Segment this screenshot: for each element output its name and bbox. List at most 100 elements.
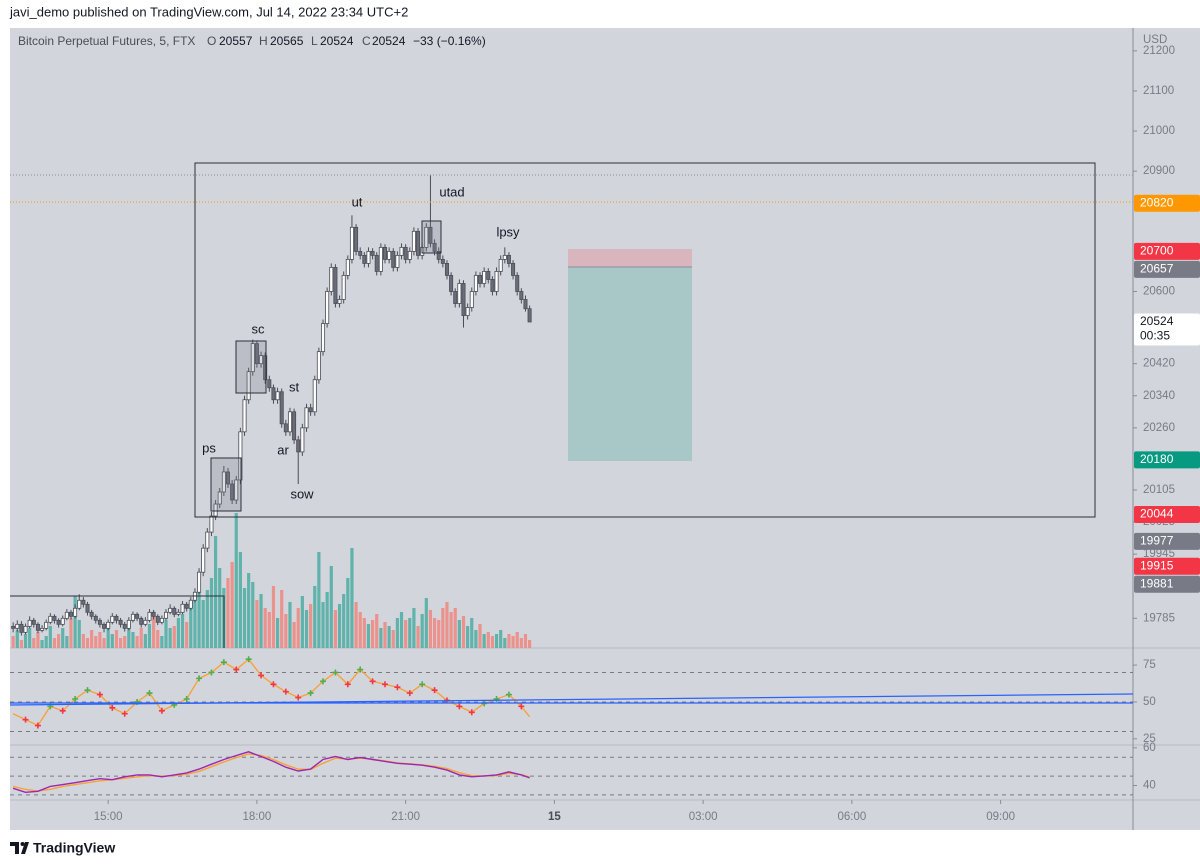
y-tick-label: 50 xyxy=(1143,696,1156,708)
volume-bar xyxy=(180,614,185,648)
candle-body xyxy=(490,279,495,292)
volume-bar xyxy=(168,628,172,648)
volume-bar xyxy=(420,614,424,648)
candle-body xyxy=(494,271,499,292)
volume-bar xyxy=(160,636,164,648)
volume-bar xyxy=(209,578,214,648)
signal-marker xyxy=(96,691,103,698)
signal-marker xyxy=(109,704,116,711)
volume-bar xyxy=(408,618,412,648)
volume-bar xyxy=(321,602,325,648)
y-tick-label: 19945 xyxy=(1143,548,1175,560)
candle-body xyxy=(217,491,222,505)
volume-bar xyxy=(127,622,131,648)
candle-body xyxy=(35,623,40,631)
candle-body xyxy=(118,619,123,625)
candle-body xyxy=(168,607,173,613)
volume-bar xyxy=(528,640,532,648)
price-label xyxy=(1134,313,1200,346)
y-tick-label: 20900 xyxy=(1143,165,1175,177)
volume-bar xyxy=(152,612,156,648)
volume-bar xyxy=(375,614,379,648)
price-label xyxy=(1134,532,1200,550)
candle-body xyxy=(511,263,516,276)
volume-bar xyxy=(461,616,466,648)
signal-marker xyxy=(332,669,339,676)
phase-box xyxy=(235,340,267,394)
price-label-text: 20524 xyxy=(1140,314,1174,328)
volume-bar xyxy=(362,618,366,648)
volume-bar xyxy=(110,634,114,648)
candle-body xyxy=(238,431,243,481)
volume-bar xyxy=(226,578,230,648)
price-label-text: 19915 xyxy=(1140,558,1174,572)
candle-body xyxy=(93,615,98,621)
volume-bar xyxy=(428,610,433,648)
signal-marker xyxy=(344,681,351,688)
volume-bar xyxy=(309,604,313,648)
candle-body xyxy=(73,607,78,617)
brand-icon-dot xyxy=(20,842,25,846)
price-label xyxy=(1134,260,1200,278)
signal-marker xyxy=(22,716,29,723)
volume-bar xyxy=(85,638,90,648)
signal-marker xyxy=(59,707,66,714)
volume-bar xyxy=(139,628,143,648)
volume-bar xyxy=(523,634,528,648)
volume-bar xyxy=(519,638,523,648)
candle-body xyxy=(267,379,272,389)
candle-body xyxy=(176,611,181,615)
axis-layer: 21200 21100 21000 20900 20600 20420 20340 20260… xyxy=(94,45,1200,823)
candle-body xyxy=(478,275,483,284)
candle-body xyxy=(135,613,140,619)
candle-body xyxy=(209,515,214,533)
candle-body xyxy=(349,226,354,260)
volume-bar xyxy=(143,634,147,648)
candle-body xyxy=(110,615,115,623)
signal-marker xyxy=(196,675,203,682)
y-tick-label: 19785 xyxy=(1143,612,1175,624)
candle-body xyxy=(259,355,264,365)
volume-bar xyxy=(470,618,474,648)
candle-body xyxy=(44,621,49,629)
price-label-text: 19881 xyxy=(1140,576,1174,590)
volume-bar xyxy=(234,513,238,648)
annotation: lpsy xyxy=(496,224,520,239)
brand-icon xyxy=(10,842,29,854)
candle-body xyxy=(48,615,53,623)
volume-bar xyxy=(300,596,304,648)
candle-body xyxy=(461,283,466,316)
y-tick-label: 40 xyxy=(1143,780,1156,792)
volume-bar xyxy=(118,638,123,648)
currency: USD xyxy=(1143,34,1167,46)
volume-bar xyxy=(176,618,181,648)
volume-bar xyxy=(73,596,77,648)
annotation: ar xyxy=(277,442,289,457)
candle-body xyxy=(292,411,297,441)
signal-marker xyxy=(419,681,426,688)
candle-body xyxy=(515,275,520,292)
volume-bar xyxy=(238,552,242,648)
candle-body xyxy=(457,283,462,304)
signal-marker xyxy=(357,666,364,673)
price-label-text: 20700 xyxy=(1140,244,1174,258)
candle-body xyxy=(486,271,491,280)
volume-bar xyxy=(383,622,387,648)
candle-body xyxy=(230,483,235,501)
volume-bar xyxy=(511,636,515,648)
signal-marker xyxy=(183,696,190,703)
signal-marker xyxy=(258,672,265,679)
candle-body xyxy=(308,407,313,413)
signal-marker xyxy=(394,684,401,691)
volume-bar xyxy=(342,594,346,648)
volume-bar xyxy=(197,586,201,648)
candle-body xyxy=(362,254,367,264)
volume-bar xyxy=(247,573,251,648)
y-tick-label: 21100 xyxy=(1143,85,1174,97)
candle-body xyxy=(184,603,189,609)
candle-body xyxy=(519,291,524,300)
signal-marker xyxy=(468,709,475,716)
signal-marker xyxy=(245,656,252,663)
candle-body xyxy=(304,407,309,429)
signal-marker xyxy=(72,696,79,703)
